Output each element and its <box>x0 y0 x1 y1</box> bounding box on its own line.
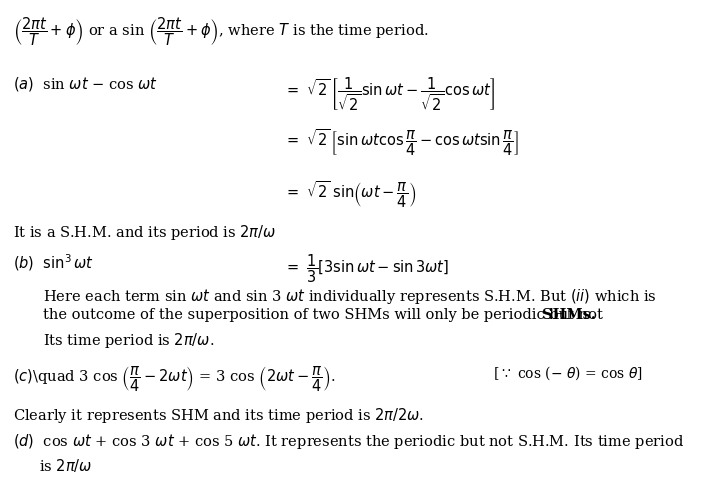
Text: $=\ \dfrac{1}{3}\left[3\sin\omega t - \sin 3\omega t\right]$: $=\ \dfrac{1}{3}\left[3\sin\omega t - \s… <box>284 252 449 284</box>
Text: Its time period is $2\pi/\omega$.: Its time period is $2\pi/\omega$. <box>43 330 214 349</box>
Text: is $2\pi/\omega$: is $2\pi/\omega$ <box>39 456 92 473</box>
Text: Clearly it represents SHM and its time period is $2\pi/2\omega$.: Clearly it represents SHM and its time p… <box>13 405 424 424</box>
Text: SHMs.: SHMs. <box>542 308 596 322</box>
Text: $(a)$  sin $\omega t$ $-$ cos $\omega t$: $(a)$ sin $\omega t$ $-$ cos $\omega t$ <box>13 75 158 93</box>
Text: $(b)$  $\sin^3\omega t$: $(b)$ $\sin^3\omega t$ <box>13 252 94 272</box>
Text: the outcome of the superposition of two SHMs will only be periodic but not: the outcome of the superposition of two … <box>43 308 603 322</box>
Text: It is a S.H.M. and its period is $2\pi/\omega$: It is a S.H.M. and its period is $2\pi/\… <box>13 223 276 242</box>
Text: $=\ \sqrt{2}\,\left[\sin\omega t\cos\dfrac{\pi}{4} - \cos\omega t\sin\dfrac{\pi}: $=\ \sqrt{2}\,\left[\sin\omega t\cos\dfr… <box>284 127 519 157</box>
Text: $=\ \sqrt{2}\,\left[\dfrac{1}{\sqrt{2}}\sin\omega t - \dfrac{1}{\sqrt{2}}\cos\om: $=\ \sqrt{2}\,\left[\dfrac{1}{\sqrt{2}}\… <box>284 75 494 112</box>
Text: $\left(\dfrac{2\pi t}{T}+\phi\right)$ or a sin $\left(\dfrac{2\pi t}{T}+\phi\rig: $\left(\dfrac{2\pi t}{T}+\phi\right)$ or… <box>13 15 428 48</box>
Text: $(c)$\quad 3 cos $\left(\dfrac{\pi}{4}-2\omega t\right)$ = 3 cos $\left(2\omega : $(c)$\quad 3 cos $\left(\dfrac{\pi}{4}-2… <box>13 364 335 393</box>
Text: $(d)$  cos $\omega t$ + cos 3 $\omega t$ + cos 5 $\omega t$. It represents the p: $(d)$ cos $\omega t$ + cos 3 $\omega t$ … <box>13 431 684 450</box>
Text: $=\ \sqrt{2}\;\sin\!\left(\omega t - \dfrac{\pi}{4}\right)$: $=\ \sqrt{2}\;\sin\!\left(\omega t - \df… <box>284 179 415 210</box>
Text: Here each term sin $\omega t$ and sin 3 $\omega t$ individually represents S.H.M: Here each term sin $\omega t$ and sin 3 … <box>43 287 656 305</box>
Text: [$\because$ cos ($-$ $\theta$) = cos $\theta$]: [$\because$ cos ($-$ $\theta$) = cos $\t… <box>493 364 642 381</box>
